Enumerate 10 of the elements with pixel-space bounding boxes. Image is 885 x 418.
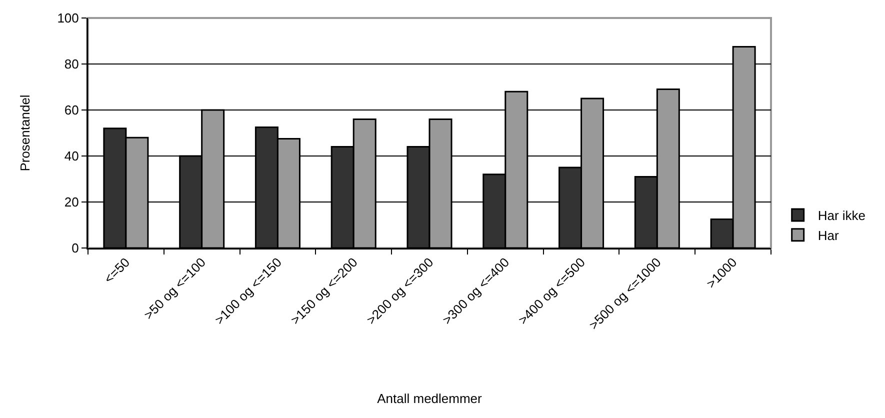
y-tick-label: 100 [57, 10, 79, 26]
y-axis-title: Prosentandel [17, 94, 32, 172]
y-tick-label: 80 [64, 56, 79, 72]
legend-label: Har [818, 228, 840, 243]
y-tick-label: 20 [64, 194, 79, 210]
y-tick-label: 40 [64, 148, 79, 164]
y-tick-label: 60 [64, 102, 79, 118]
x-axis-title: Antall medlemmer [377, 390, 483, 406]
y-tick-label: 0 [72, 240, 79, 256]
legend-label: Har ikke [818, 208, 866, 224]
